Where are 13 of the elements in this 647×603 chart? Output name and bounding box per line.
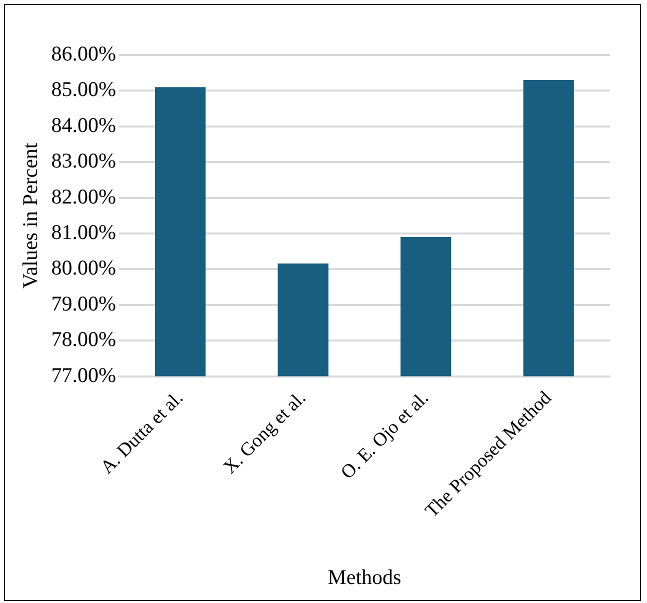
y-axis-title: Values in Percent xyxy=(18,142,42,289)
y-tick-label: 77.00% xyxy=(51,362,116,387)
y-tick-label: 80.00% xyxy=(51,256,116,280)
y-tick-label: 85.00% xyxy=(51,77,116,102)
y-tick-label: 78.00% xyxy=(51,327,116,352)
x-axis-title: Methods xyxy=(328,564,402,589)
y-tick-label: 82.00% xyxy=(51,184,116,208)
y-tick-label: 84.00% xyxy=(51,112,116,137)
x-tick-label: O. E. Ojo et al. xyxy=(337,388,433,484)
y-tick-label: 79.00% xyxy=(51,291,116,316)
y-tick-label: 81.00% xyxy=(51,220,116,244)
y-tick-label: 83.00% xyxy=(51,148,116,173)
y-tick-label: 86.00% xyxy=(51,42,116,66)
